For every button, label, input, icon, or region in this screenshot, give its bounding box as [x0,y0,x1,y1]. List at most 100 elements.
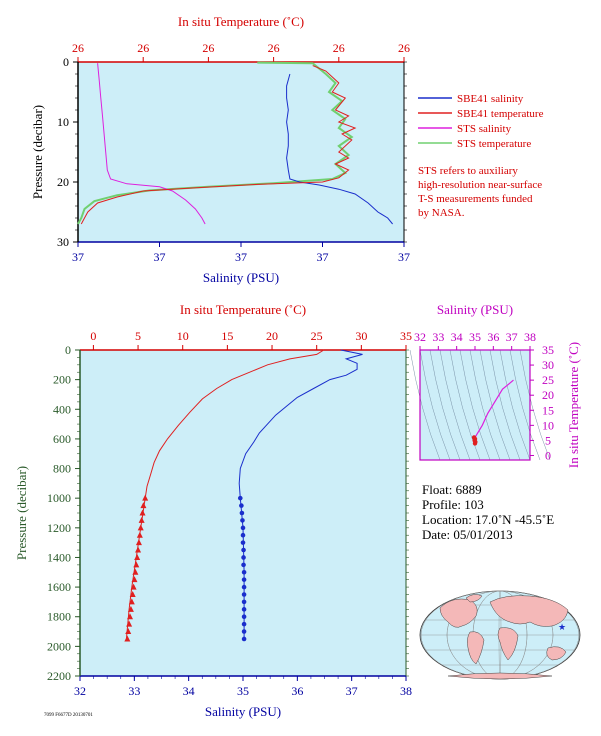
ts-curve [474,379,514,438]
legend-label: STS salinity [457,123,512,135]
ts-salinity-tick-label: 34 [451,330,463,344]
salinity-marker [241,636,247,642]
ts-deep-point [472,438,477,443]
salinity-marker [241,607,247,612]
bottom-salinity-tick-label: 37 [346,684,358,698]
temperature-marker [133,561,140,568]
salinity-marker [240,518,245,523]
temperature-marker [128,598,135,605]
density-contour [449,349,481,461]
bottom-temperature-axis-title: In situ Temperature (˚C) [180,302,306,317]
density-contour [429,349,461,461]
top-pressure-tick-label: 30 [57,235,69,249]
land-australia [546,646,567,661]
salinity-marker [241,629,247,634]
bottom-salinity-tick-label: 38 [400,684,412,698]
bottom-pressure-tick-label: 1400 [47,550,71,564]
temperature-marker [139,509,146,516]
bottom-pressure-tick-label: 1800 [47,610,71,624]
temperature-marker [127,613,134,620]
footer-code: 7099 F6677D 20130701 [44,713,93,718]
ts-salinity-tick-label: 37 [506,330,518,344]
bottom-temperature-tick-label: 35 [400,329,412,343]
salinity-marker [241,555,246,560]
land-eurasia [489,595,569,627]
density-contours [409,349,551,461]
salinity-marker [239,510,245,516]
salinity-marker [241,562,246,568]
ts-salinity-axis-title: Salinity (PSU) [437,302,513,317]
float-location-star-icon: ★ [558,622,566,632]
ts-salinity-tick-label: 38 [524,330,536,344]
density-contour [519,349,551,461]
temperature-marker [125,628,132,635]
date: Date: 05/01/2013 [422,527,513,542]
legend: SBE41 salinity SBE41 temperature STS sal… [418,93,544,150]
bottom-temperature-tick-label: 25 [311,329,323,343]
density-contour [459,349,491,461]
bottom-temperature-tick-label: 5 [135,329,141,343]
top-line-sbe41-temperature [80,65,357,225]
salinity-marker [241,599,247,605]
temperature-marker [138,516,145,523]
salinity-marker [237,495,243,501]
salinity-marker [239,503,244,508]
top-line-sts-temperature [77,61,354,225]
ts-temperature-tick-label: 10 [542,418,554,432]
bottom-pressure-axis-title: Pressure (decibar) [14,466,29,560]
ts-salinity-tick-label: 33 [432,330,444,344]
temperature-marker [126,620,133,627]
top-panel: In situ Temperature (˚C) Salinity (PSU) … [30,14,544,285]
bottom-pressure-tick-label: 1200 [47,521,71,535]
legend-label: SBE41 salinity [457,93,524,105]
salinity-marker [241,584,247,590]
top-pressure-tick-label: 20 [57,175,69,189]
bottom-pressure-tick-label: 800 [53,462,71,476]
ts-temperature-tick-label: 5 [545,433,551,447]
ts-temperature-tick-label: 25 [542,373,554,387]
top-temperature-tick-label: 26 [398,41,410,55]
top-pressure-axis-title: Pressure (decibar) [30,105,45,199]
top-temperature-axis-title: In situ Temperature (˚C) [178,14,304,29]
top-salinity-axis-title: Salinity (PSU) [203,270,279,285]
legend-item-sbe41-salinity: SBE41 salinity [418,93,524,105]
salinity-marker [241,592,247,597]
bottom-pressure-tick-label: 2000 [47,639,71,653]
world-map: ★ [419,590,581,680]
temperature-marker [142,494,149,501]
bottom-pressure-tick-label: 1000 [47,491,71,505]
density-contour [499,349,531,461]
legend-item-sbe41-temperature: SBE41 temperature [418,108,544,120]
top-pressure-tick-label: 10 [57,115,69,129]
salinity-marker [241,614,247,620]
bottom-pressure-tick-label: 200 [53,373,71,387]
salinity-marker [240,525,246,531]
bottom-salinity-tick-label: 35 [237,684,249,698]
note-line: T-S measurements funded [418,193,533,205]
density-contour [509,349,541,461]
top-temperature-tick-label: 26 [268,41,280,55]
legend-label: STS temperature [457,138,531,150]
bottom-pressure-tick-label: 2200 [47,669,71,683]
bottom-pressure-tick-label: 400 [53,402,71,416]
salinity-marker [241,621,247,627]
density-contour [479,349,511,461]
top-salinity-tick-label: 37 [235,250,247,264]
bottom-salinity-tick-label: 36 [291,684,303,698]
land-south-america [467,631,485,665]
salinity-marker [241,569,247,575]
legend-label: SBE41 temperature [457,108,544,120]
ts-panel: Salinity (PSU) In situ Temperature (˚C) … [409,302,581,468]
salinity-marker [240,540,246,545]
temperature-marker [127,605,134,612]
bottom-pressure-tick-label: 1600 [47,580,71,594]
ts-salinity-tick-label: 36 [487,330,499,344]
ts-temperature-tick-label: 35 [542,343,554,357]
top-temperature-tick-label: 26 [333,41,345,55]
temperature-marker [135,546,142,553]
top-salinity-tick-label: 37 [154,250,166,264]
legend-item-sts-temperature: STS temperature [418,138,531,150]
location: Location: 17.0˚N -45.5˚E [422,512,554,527]
bottom-temperature-tick-label: 10 [177,329,189,343]
